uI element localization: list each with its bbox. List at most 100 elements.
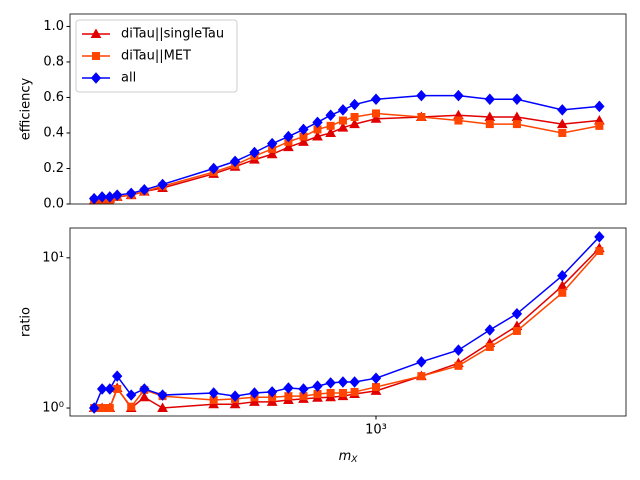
x-tick-label: 10³: [365, 423, 387, 438]
legend-marker: [90, 72, 102, 84]
marker: [325, 109, 336, 121]
marker: [595, 247, 604, 256]
marker: [312, 131, 323, 141]
marker: [126, 389, 137, 401]
marker: [326, 121, 335, 130]
marker: [105, 404, 114, 413]
y-tick-label: 10⁰: [42, 401, 64, 416]
marker: [127, 402, 136, 411]
marker: [454, 116, 463, 125]
marker: [416, 356, 427, 368]
marker: [371, 383, 380, 392]
marker: [104, 383, 115, 395]
marker: [595, 121, 604, 130]
marker: [157, 389, 168, 401]
marker: [337, 376, 349, 388]
marker: [371, 109, 380, 118]
marker: [511, 93, 523, 105]
marker: [266, 148, 278, 159]
marker: [594, 231, 605, 243]
marker: [325, 127, 336, 137]
marker: [557, 269, 568, 282]
marker: [338, 116, 347, 125]
marker: [312, 380, 323, 392]
marker: [349, 98, 360, 111]
marker: [266, 396, 278, 406]
legend-marker: [90, 28, 102, 38]
marker: [485, 342, 494, 351]
marker: [370, 93, 382, 105]
legend-label: diTau||singleTau: [121, 27, 224, 42]
marker: [229, 398, 241, 409]
y-tick-label: 0.6: [43, 90, 64, 105]
marker: [96, 191, 108, 203]
marker: [326, 388, 335, 397]
marker: [249, 146, 260, 159]
legend-marker: [92, 52, 100, 60]
marker: [349, 376, 360, 388]
marker: [453, 89, 464, 102]
marker: [157, 178, 168, 191]
marker: [266, 137, 278, 150]
marker: [594, 100, 605, 113]
marker: [512, 120, 521, 129]
marker: [266, 386, 278, 398]
marker: [454, 361, 463, 370]
marker: [484, 324, 495, 336]
marker: [453, 344, 464, 356]
marker: [249, 396, 260, 406]
marker: [417, 372, 426, 381]
marker: [126, 187, 137, 200]
y-tick-label: 0.4: [43, 125, 64, 140]
marker: [484, 93, 495, 105]
x-axis-label: mX: [339, 449, 359, 465]
marker: [416, 89, 427, 102]
marker: [112, 189, 123, 201]
plot-area: [70, 228, 626, 416]
y-tick-label: 10¹: [42, 250, 64, 265]
legend-label: all: [121, 71, 136, 86]
marker: [139, 383, 150, 395]
marker: [485, 120, 494, 129]
marker: [338, 388, 347, 397]
y-axis-label: efficiency: [19, 77, 34, 140]
marker: [157, 402, 168, 413]
legend: diTau||singleTau diTau||MET all: [75, 19, 238, 93]
y-axis-label: ratio: [19, 307, 34, 337]
marker: [417, 112, 426, 121]
marker: [229, 155, 241, 168]
marker: [208, 387, 219, 399]
marker: [556, 118, 568, 129]
marker: [96, 383, 108, 395]
axes-frame: [69, 227, 627, 417]
marker: [283, 130, 294, 143]
y-tick-label: 1.0: [43, 19, 64, 34]
marker: [558, 288, 567, 297]
marker: [283, 141, 294, 152]
marker: [557, 104, 568, 116]
marker: [370, 372, 382, 384]
y-tick-label: 0.0: [43, 197, 64, 212]
marker: [511, 308, 523, 320]
marker: [350, 387, 359, 396]
marker: [88, 402, 100, 414]
y-tick-label: 0.2: [43, 161, 64, 176]
marker: [312, 116, 323, 129]
marker: [138, 391, 150, 402]
marker: [283, 382, 294, 394]
marker: [249, 387, 260, 399]
marker: [229, 390, 241, 402]
marker: [98, 404, 107, 413]
marker: [337, 104, 349, 116]
marker: [298, 383, 309, 395]
legend-label: diTau||MET: [121, 49, 191, 64]
marker: [139, 184, 150, 196]
marker: [349, 118, 360, 129]
marker: [112, 370, 123, 382]
marker: [350, 112, 359, 121]
marker: [298, 136, 309, 146]
y-tick-label: 0.8: [43, 54, 64, 69]
marker: [337, 122, 349, 132]
marker: [512, 326, 521, 335]
